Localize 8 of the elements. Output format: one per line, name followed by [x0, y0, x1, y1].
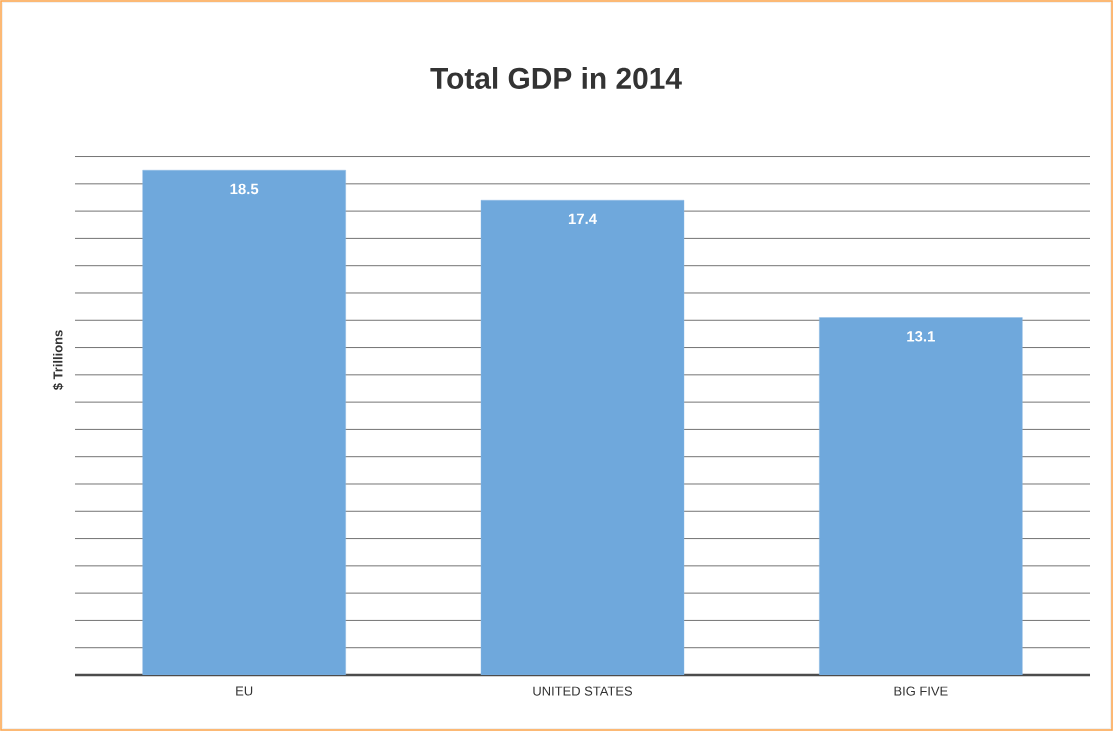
data-label: 18.5 [230, 183, 259, 195]
x-tick-label: EU [236, 686, 253, 696]
chart-title: Total GDP in 2014 [430, 67, 682, 89]
x-tick-label: BIG FIVE [894, 686, 948, 696]
data-label: 13.1 [907, 331, 935, 342]
y-axis-title: $ Trillions [52, 330, 64, 391]
data-label: 17.4 [568, 213, 597, 224]
x-tick-label: UNITED STATES [533, 686, 633, 696]
